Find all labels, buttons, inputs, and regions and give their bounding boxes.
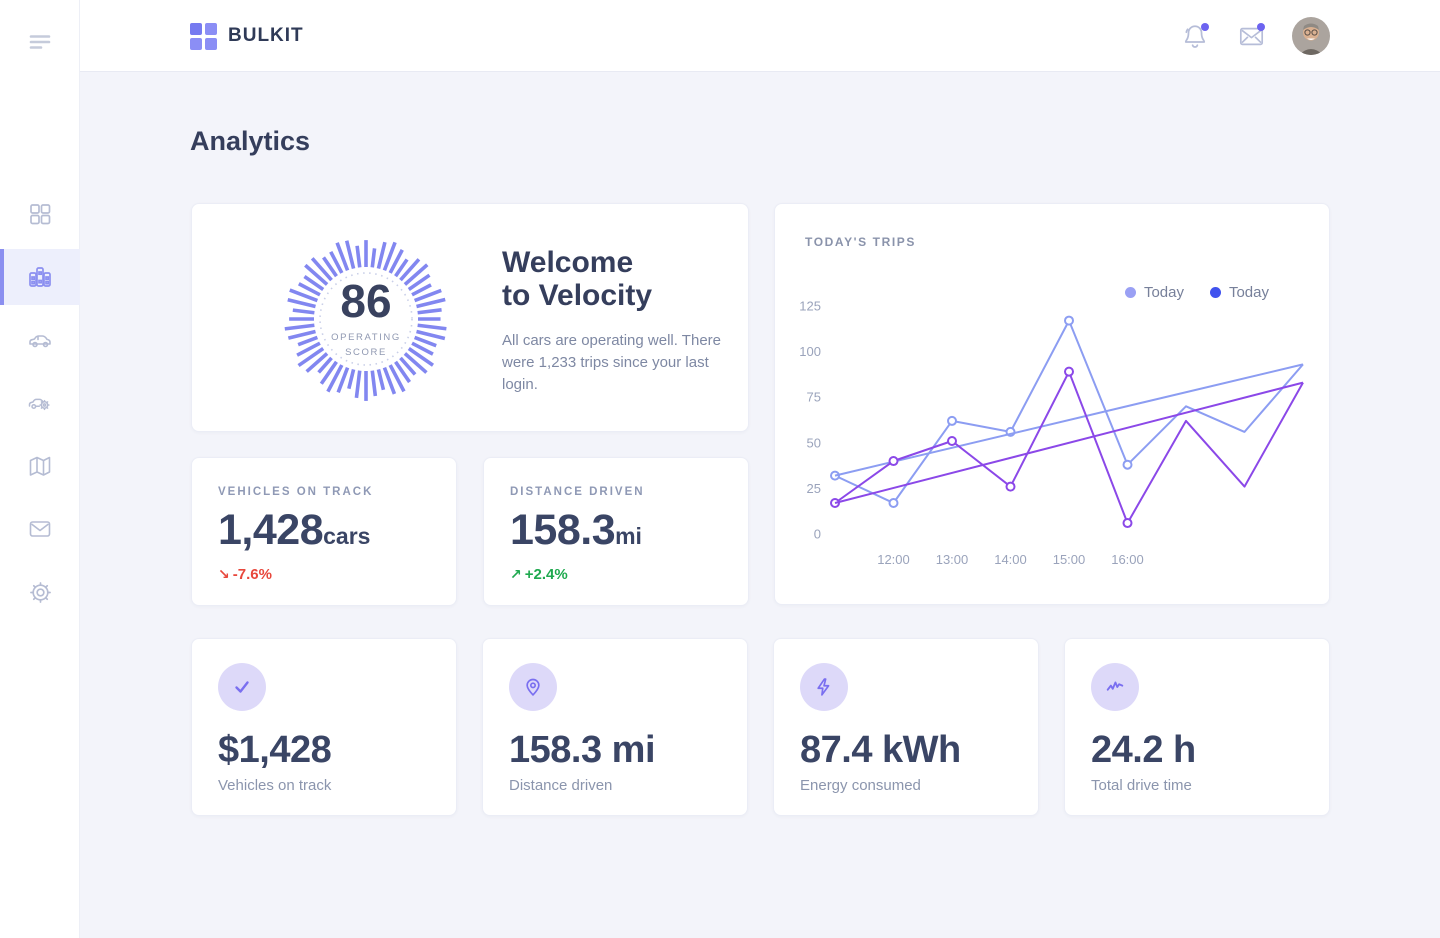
stat-value: 158.3 mi <box>509 729 656 771</box>
stat-card-energy: 87.4 kWh Energy consumed <box>773 638 1039 816</box>
kpi-value: 1,428 <box>218 506 324 554</box>
mail-icon <box>29 521 51 537</box>
stat-label: Vehicles on track <box>218 777 332 794</box>
sidebar-item-messages[interactable] <box>0 501 80 557</box>
page-title: Analytics <box>190 126 311 156</box>
welcome-title: Welcome to Velocity <box>502 246 653 312</box>
stat-label: Total drive time <box>1091 777 1192 794</box>
header-actions <box>1180 0 1330 72</box>
gear-icon <box>29 581 51 603</box>
sidebar-item-settings[interactable] <box>0 564 80 620</box>
brand-name: BULKIT <box>228 25 304 46</box>
stat-badge <box>1091 663 1139 711</box>
stat-card-drive-time: 24.2 h Total drive time <box>1064 638 1330 816</box>
legend-label: Today <box>1143 284 1184 301</box>
chart-legend: Today Today <box>1124 284 1269 301</box>
sidebar-item-analytics[interactable] <box>0 249 80 305</box>
message-badge <box>1257 23 1265 31</box>
check-icon <box>235 681 249 693</box>
legend-item[interactable]: Today <box>1209 284 1269 301</box>
legend-item[interactable]: Today <box>1124 284 1184 301</box>
stat-badge <box>218 663 266 711</box>
stat-card-distance: 158.3 mi Distance driven <box>482 638 748 816</box>
legend-label: Today <box>1228 284 1269 301</box>
bar-chart-icon <box>29 267 51 287</box>
stat-value: $1,428 <box>218 729 332 771</box>
gauge-center: 86 OPERATING SCORE <box>274 227 458 411</box>
kpi-delta-positive: ↗ +2.4% <box>510 566 568 583</box>
kpi-card-distance-driven: DISTANCE DRIVEN 158.3mi ↗ +2.4% <box>483 457 749 606</box>
legend-dot-icon <box>1124 287 1136 298</box>
pulse-icon <box>1106 681 1124 691</box>
hamburger-icon <box>29 35 51 49</box>
stat-card-vehicles: $1,428 Vehicles on track <box>191 638 457 816</box>
todays-trips-card: TODAY'S TRIPS Today Today 0 25 50 75 100 125 12… <box>774 203 1330 605</box>
svg-text:50: 50 <box>807 435 821 450</box>
sidebar-item-vehicles[interactable] <box>0 312 80 368</box>
kpi-value-row: 1,428cars <box>218 506 370 555</box>
svg-text:0: 0 <box>814 527 821 542</box>
svg-text:125: 125 <box>799 299 821 314</box>
operating-score-gauge: 86 OPERATING SCORE <box>274 227 458 411</box>
main-content: Analytics 86 OPERATING SCORE Welcom <box>80 72 1440 938</box>
menu-toggle-button[interactable] <box>0 18 80 66</box>
stat-label: Energy consumed <box>800 777 921 794</box>
legend-dot-icon <box>1209 287 1221 298</box>
car-icon <box>29 335 51 348</box>
sidebar-item-dashboard[interactable] <box>0 186 80 242</box>
lightning-icon <box>817 678 830 696</box>
welcome-body: All cars are operating well. There were … <box>502 332 721 394</box>
welcome-text: Welcome to Velocity All cars are operati… <box>502 246 737 396</box>
stat-badge <box>800 663 848 711</box>
gauge-spokes-icon <box>284 240 447 401</box>
stat-value: 87.4 kWh <box>800 729 961 771</box>
trend-up-icon: ↗ <box>510 566 522 582</box>
stat-label: Distance driven <box>509 777 613 794</box>
stat-value: 24.2 h <box>1091 729 1196 771</box>
svg-text:100: 100 <box>799 344 821 359</box>
brand-logo-icon <box>190 22 217 50</box>
user-avatar[interactable] <box>1292 17 1330 55</box>
svg-text:25: 25 <box>807 481 821 496</box>
kpi-delta-negative: ↘ -7.6% <box>218 566 272 583</box>
kpi-value-row: 158.3mi <box>510 506 642 555</box>
sidebar <box>0 0 80 938</box>
envelope-icon <box>1239 27 1263 45</box>
chart-title: TODAY'S TRIPS <box>805 235 917 249</box>
sidebar-item-map[interactable] <box>0 438 80 494</box>
notification-badge <box>1201 23 1209 31</box>
stat-badge <box>509 663 557 711</box>
operating-score-label: OPERATING SCORE <box>331 332 401 358</box>
map-icon <box>29 456 51 476</box>
kpi-label: VEHICLES ON TRACK <box>218 486 374 498</box>
trend-down-icon: ↘ <box>218 566 230 582</box>
svg-text:14:00: 14:00 <box>994 552 1027 567</box>
svg-text:75: 75 <box>807 390 821 405</box>
svg-text:13:00: 13:00 <box>936 552 969 567</box>
kpi-unit: cars <box>323 523 371 549</box>
svg-text:12:00: 12:00 <box>877 552 910 567</box>
messages-button[interactable] <box>1236 21 1266 51</box>
trips-chart-svg[interactable]: 0 25 50 75 100 125 12:00 13:00 14:00 15:00 16:00 <box>791 296 1315 586</box>
svg-text:16:00: 16:00 <box>1111 552 1144 567</box>
bell-icon <box>1184 25 1206 48</box>
kpi-unit: mi <box>615 523 642 549</box>
car-gear-icon <box>28 398 50 411</box>
kpi-label: DISTANCE DRIVEN <box>510 486 645 498</box>
grid-icon <box>30 204 51 225</box>
svg-text:15:00: 15:00 <box>1053 552 1086 567</box>
top-header: BULKIT <box>80 0 1440 72</box>
notifications-button[interactable] <box>1180 21 1210 51</box>
kpi-card-vehicles-on-track: VEHICLES ON TRACK 1,428cars ↘ -7.6% <box>191 457 457 606</box>
welcome-card: 86 OPERATING SCORE Welcome to Velocity A… <box>191 203 749 432</box>
avatar-photo <box>1292 17 1330 55</box>
kpi-value: 158.3 <box>510 506 616 554</box>
sidebar-nav <box>0 186 80 627</box>
brand[interactable]: BULKIT <box>190 0 304 72</box>
operating-score-value: 86 <box>340 275 392 328</box>
sidebar-item-car-service[interactable] <box>0 375 80 431</box>
map-pin-icon <box>526 678 540 696</box>
